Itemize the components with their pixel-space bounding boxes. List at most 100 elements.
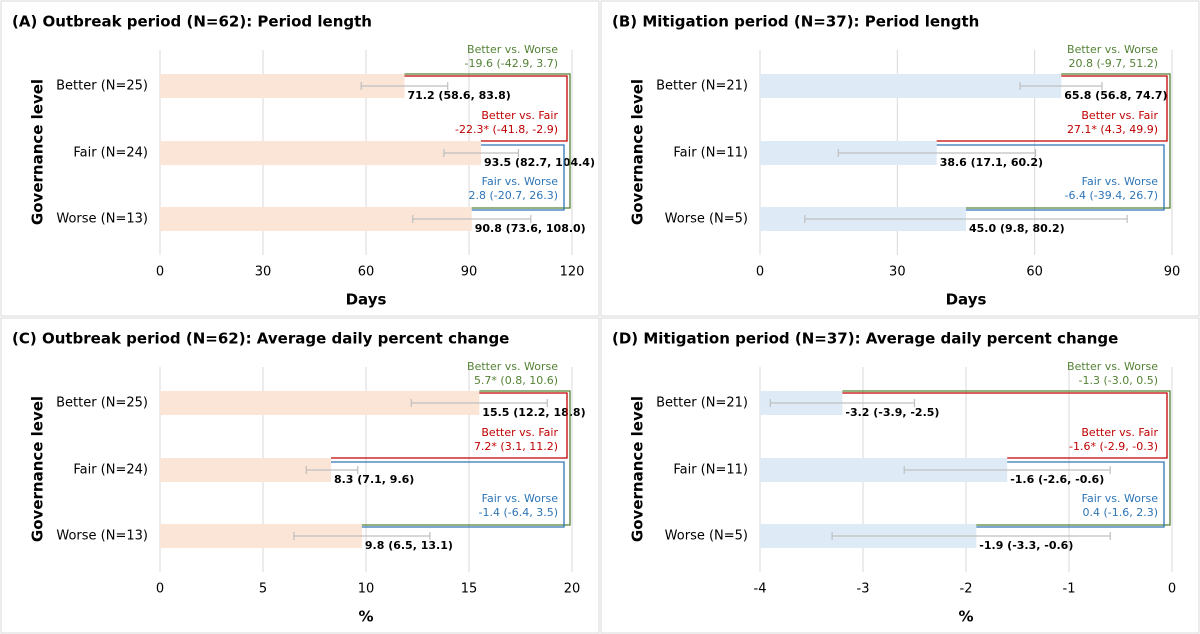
x-tick-label: -1 bbox=[1063, 582, 1076, 597]
panel: (B) Mitigation period (N=37): Period len… bbox=[600, 0, 1200, 317]
panel-title: (C) Outbreak period (N=62): Average dail… bbox=[12, 330, 509, 348]
x-tick-label: 5 bbox=[259, 582, 267, 597]
comparison-label: Better vs. Fair bbox=[1081, 426, 1158, 439]
error-bar bbox=[1019, 82, 1103, 90]
comparison-estimate: 0.4 (-1.6, 2.3) bbox=[1082, 506, 1158, 519]
panel-border bbox=[0, 0, 600, 317]
y-axis-label: Governance level bbox=[629, 396, 647, 542]
comparison-label: Better vs. Worse bbox=[467, 360, 558, 373]
category-label: Fair (N=11) bbox=[673, 463, 748, 478]
x-tick-label: 60 bbox=[358, 265, 375, 280]
x-tick-label: 0 bbox=[756, 265, 764, 280]
x-tick-label: 120 bbox=[560, 265, 585, 280]
value-label: 71.2 (58.6, 83.8) bbox=[407, 89, 510, 102]
comparison-bracket bbox=[966, 73, 1171, 209]
value-label: 15.5 (12.2, 18.8) bbox=[482, 406, 585, 419]
x-axis-label: Days bbox=[946, 291, 987, 309]
comparison-estimate: -1.3 (-3.0, 0.5) bbox=[1079, 374, 1159, 387]
comparison-label: Fair vs. Worse bbox=[1082, 492, 1159, 505]
comparison-estimate: -1.4 (-6.4, 3.5) bbox=[479, 506, 559, 519]
error-bar bbox=[769, 399, 916, 407]
x-axis-label: % bbox=[358, 608, 373, 626]
comparison-label: Better vs. Worse bbox=[467, 43, 558, 56]
x-tick-label: 0 bbox=[1168, 582, 1176, 597]
comparison-label: Better vs. Fair bbox=[481, 426, 558, 439]
comparison-bracket bbox=[842, 390, 1171, 526]
x-tick-label: 0 bbox=[156, 582, 164, 597]
error-bar bbox=[410, 399, 548, 407]
bar bbox=[760, 74, 1062, 98]
value-label: 90.8 (73.6, 108.0) bbox=[475, 222, 586, 235]
comparison-bracket bbox=[976, 461, 1165, 528]
panel-title: (A) Outbreak period (N=62): Period lengt… bbox=[12, 13, 372, 31]
error-bar bbox=[443, 149, 520, 157]
x-tick-label: 30 bbox=[889, 265, 906, 280]
comparison-estimate: -19.6 (-42.9, 3.7) bbox=[465, 57, 559, 70]
category-label: Worse (N=13) bbox=[56, 529, 148, 544]
error-bar bbox=[837, 149, 1037, 157]
value-label: -1.6 (-2.6, -0.6) bbox=[1010, 473, 1104, 486]
error-bar bbox=[412, 215, 532, 223]
comparison-bracket bbox=[361, 390, 571, 526]
value-label: 8.3 (7.1, 9.6) bbox=[334, 473, 414, 486]
value-label: 45.0 (9.8, 80.2) bbox=[969, 222, 1065, 235]
y-axis-label: Governance level bbox=[629, 79, 647, 225]
error-bar bbox=[903, 466, 1111, 474]
category-label: Worse (N=13) bbox=[56, 212, 148, 227]
x-axis-label: % bbox=[958, 608, 973, 626]
x-tick-label: 30 bbox=[255, 265, 272, 280]
comparison-bracket bbox=[936, 75, 1168, 142]
comparison-label: Better vs. Worse bbox=[1067, 43, 1158, 56]
category-label: Fair (N=24) bbox=[73, 146, 148, 161]
bar bbox=[160, 141, 482, 165]
comparison-bracket bbox=[404, 75, 568, 142]
panel-border bbox=[600, 317, 1200, 634]
x-tick-label: 90 bbox=[1164, 265, 1181, 280]
x-tick-label: -3 bbox=[857, 582, 870, 597]
value-label: 65.8 (56.8, 74.7) bbox=[1064, 89, 1167, 102]
comparison-label: Better vs. Fair bbox=[1081, 109, 1158, 122]
comparison-estimate: 7.2* (3.1, 11.2) bbox=[474, 440, 558, 453]
comparison-bracket bbox=[404, 73, 571, 209]
panel: (D) Mitigation period (N=37): Average da… bbox=[600, 317, 1200, 634]
comparison-bracket bbox=[330, 392, 568, 459]
category-label: Fair (N=11) bbox=[673, 146, 748, 161]
y-axis-label: Governance level bbox=[29, 79, 47, 225]
x-tick-label: -2 bbox=[960, 582, 973, 597]
comparison-bracket bbox=[330, 461, 565, 528]
panel: (A) Outbreak period (N=62): Period lengt… bbox=[0, 0, 600, 317]
comparison-estimate: 5.7* (0.8, 10.6) bbox=[474, 374, 558, 387]
bar bbox=[160, 458, 331, 482]
x-tick-label: 20 bbox=[564, 582, 581, 597]
x-tick-label: 10 bbox=[358, 582, 375, 597]
panel-title: (B) Mitigation period (N=37): Period len… bbox=[612, 13, 979, 31]
category-label: Worse (N=5) bbox=[665, 529, 748, 544]
value-label: 9.8 (6.5, 13.1) bbox=[365, 539, 453, 552]
x-tick-label: 0 bbox=[156, 265, 164, 280]
x-tick-label: -4 bbox=[754, 582, 767, 597]
error-bar bbox=[831, 532, 1111, 540]
y-axis-label: Governance level bbox=[29, 396, 47, 542]
comparison-bracket bbox=[471, 144, 565, 211]
error-bar bbox=[305, 466, 359, 474]
error-bar bbox=[360, 82, 449, 90]
panel: (C) Outbreak period (N=62): Average dail… bbox=[0, 317, 600, 634]
category-label: Better (N=25) bbox=[56, 79, 148, 94]
x-tick-label: 15 bbox=[461, 582, 478, 597]
category-label: Better (N=25) bbox=[56, 396, 148, 411]
x-axis-label: Days bbox=[346, 291, 387, 309]
comparison-estimate: 20.8 (-9.7, 51.2) bbox=[1068, 57, 1158, 70]
comparison-label: Better vs. Worse bbox=[1067, 360, 1158, 373]
comparison-bracket bbox=[842, 392, 1168, 459]
panel-border bbox=[0, 317, 600, 634]
value-label: -1.9 (-3.3, -0.6) bbox=[979, 539, 1073, 552]
value-label: 93.5 (82.7, 104.4) bbox=[484, 156, 595, 169]
comparison-estimate: -22.3* (-41.8, -2.9) bbox=[455, 123, 558, 136]
x-tick-label: 90 bbox=[461, 265, 478, 280]
comparison-estimate: -1.6* (-2.9, -0.3) bbox=[1069, 440, 1158, 453]
error-bar bbox=[293, 532, 431, 540]
panel-title: (D) Mitigation period (N=37): Average da… bbox=[612, 330, 1118, 348]
category-label: Worse (N=5) bbox=[665, 212, 748, 227]
comparison-estimate: -6.4 (-39.4, 26.7) bbox=[1065, 189, 1159, 202]
